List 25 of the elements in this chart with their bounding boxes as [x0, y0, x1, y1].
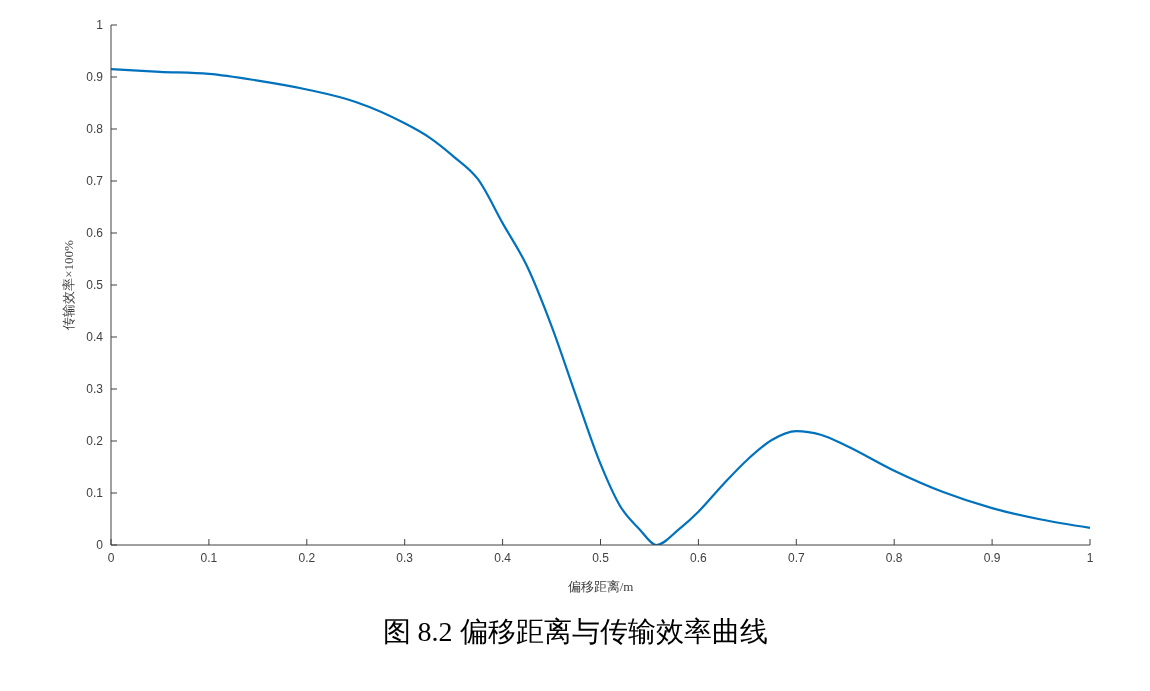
y-tick-label: 1 — [96, 18, 104, 33]
y-tick-label: 0.6 — [86, 226, 104, 241]
x-tick-label: 0.2 — [298, 550, 316, 565]
x-tick-label: 0.5 — [592, 550, 610, 565]
y-tick-label: 0.8 — [86, 122, 104, 137]
x-tick-label: 0.4 — [494, 550, 512, 565]
x-tick-label: 0.1 — [200, 550, 218, 565]
x-tick-label: 1 — [1086, 550, 1094, 565]
x-tick-label: 0 — [107, 550, 115, 565]
y-axis-title: 传输效率×100% — [60, 240, 76, 330]
text: 图 8.2 偏移距离与传输效率曲线 — [381, 615, 769, 649]
x-axis-title: 偏移距离/m — [567, 579, 634, 594]
x-tick-label: 0.9 — [983, 550, 1001, 565]
y-tick-label: 0.3 — [86, 382, 104, 397]
x-tick-label: 0.7 — [787, 550, 805, 565]
y-tick-label: 0.1 — [86, 486, 104, 501]
y-tick-label: 0.2 — [86, 434, 104, 449]
y-tick-label: 0.5 — [86, 278, 104, 293]
y-tick-label: 0 — [96, 538, 104, 553]
x-tick-label: 0.6 — [690, 550, 708, 565]
y-tick-label: 0.7 — [86, 174, 104, 189]
x-tick-label: 0.3 — [396, 550, 414, 565]
x-tick-label: 0.8 — [885, 550, 903, 565]
y-tick-label: 0.9 — [86, 70, 104, 85]
y-tick-label: 0.4 — [86, 330, 104, 345]
